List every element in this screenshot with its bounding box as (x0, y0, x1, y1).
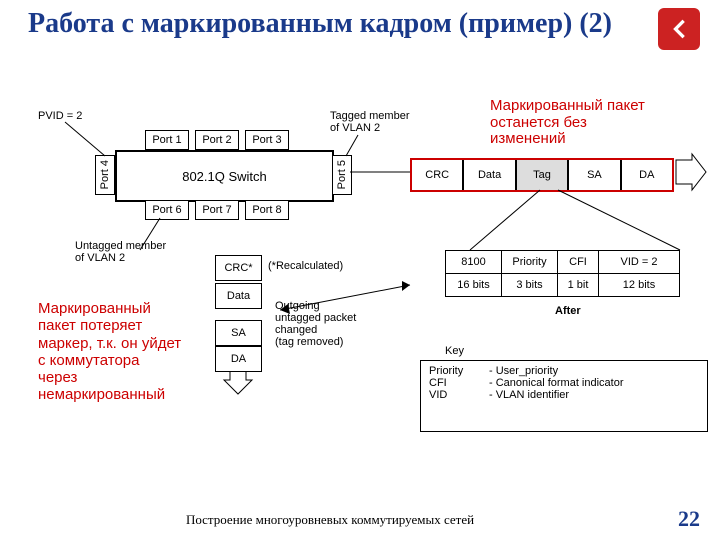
tagged-member-label: Tagged member of VLAN 2 (330, 110, 410, 134)
note-top: Маркированный пакет останется без измене… (490, 98, 650, 148)
key-box: Priority- User_priority CFI- Canonical f… (420, 360, 708, 432)
prio-cell: Priority (502, 250, 558, 274)
port3-box: Port 3 (245, 130, 289, 150)
port5-box: Port 5 (332, 155, 352, 195)
pvid-label: PVID = 2 (38, 110, 82, 122)
port1-box: Port 1 (145, 130, 189, 150)
key-title: Key (445, 345, 464, 357)
data-cell: Data (215, 283, 262, 309)
recalc-label: (*Recalculated) (268, 260, 343, 272)
frame-crc: CRC (412, 160, 463, 190)
after-label: After (555, 305, 581, 317)
tag-detail: 8100 Priority CFI VID = 2 16 bits 3 bits… (445, 250, 690, 297)
port7-box: Port 7 (195, 200, 239, 220)
footer-text: Построение многоуровневых коммутируемых … (0, 512, 660, 528)
da-cell: DA (215, 346, 262, 372)
frame-data: Data (463, 160, 515, 190)
back-button[interactable] (658, 8, 700, 50)
b3-cell: 3 bits (502, 274, 558, 297)
frame-da: DA (621, 160, 672, 190)
slide-title: Работа с маркированным кадром (пример) (… (0, 8, 640, 40)
port2-box: Port 2 (195, 130, 239, 150)
frame-tag: Tag (516, 160, 568, 190)
crc-star: CRC* (215, 255, 262, 281)
b16-cell: 16 bits (445, 274, 502, 297)
switch-box: 802.1Q Switch (115, 150, 334, 202)
page-number: 22 (678, 506, 700, 532)
frame-sa: SA (568, 160, 620, 190)
b1-cell: 1 bit (558, 274, 599, 297)
sa-cell: SA (215, 320, 262, 346)
tpid-cell: 8100 (445, 250, 502, 274)
port8-box: Port 8 (245, 200, 289, 220)
cfi-cell: CFI (558, 250, 599, 274)
frame-top: CRC Data Tag SA DA (410, 158, 674, 192)
back-arrow-icon (665, 15, 693, 43)
vid-cell: VID = 2 (599, 250, 680, 274)
note-left: Маркированный пакет потеряет маркер, т.к… (38, 300, 183, 404)
outgoing-label: Outgoing untagged packet changed (tag re… (275, 300, 356, 348)
port6-box: Port 6 (145, 200, 189, 220)
untagged-member-label: Untagged member of VLAN 2 (75, 240, 166, 264)
port4-box: Port 4 (95, 155, 115, 195)
b12-cell: 12 bits (599, 274, 680, 297)
